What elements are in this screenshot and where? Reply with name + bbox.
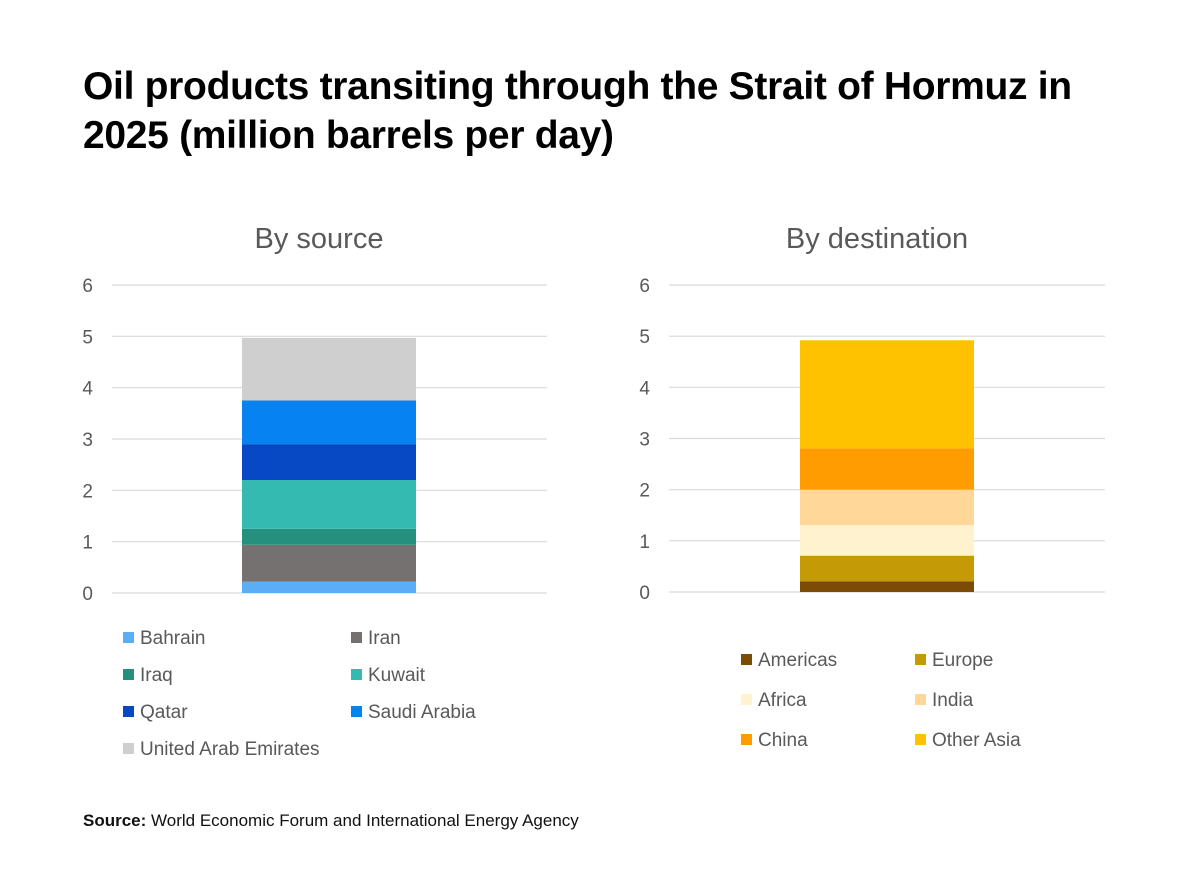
y-tick-label: 6 bbox=[639, 276, 650, 297]
legend-label-qatar: Qatar bbox=[140, 702, 188, 723]
legend-swatch-americas bbox=[741, 654, 752, 665]
legend-swatch-other-asia bbox=[915, 734, 926, 745]
legend-label-africa: Africa bbox=[758, 690, 807, 711]
bar-segment-africa bbox=[800, 524, 974, 556]
y-tick-label: 5 bbox=[82, 327, 93, 348]
bar-segment-india bbox=[800, 489, 974, 525]
bar-segment-china bbox=[800, 448, 974, 490]
y-tick-label: 4 bbox=[639, 378, 650, 399]
bar-segment-iraq bbox=[242, 528, 416, 545]
bar-segment-united-arab-emirates bbox=[242, 337, 416, 401]
legend-label-china: China bbox=[758, 730, 808, 751]
chart-title: By source bbox=[255, 223, 384, 255]
legend-label-europe: Europe bbox=[932, 650, 993, 671]
y-tick-label: 0 bbox=[639, 583, 650, 604]
bar-segment-americas bbox=[800, 581, 974, 592]
legend-swatch-africa bbox=[741, 694, 752, 705]
legend-label-other-asia: Other Asia bbox=[932, 730, 1021, 751]
legend-label-americas: Americas bbox=[758, 650, 837, 671]
legend-label-united-arab-emirates: United Arab Emirates bbox=[140, 739, 320, 760]
legend-label-kuwait: Kuwait bbox=[368, 665, 426, 686]
legend-swatch-kuwait bbox=[351, 669, 362, 680]
legend-swatch-united-arab-emirates bbox=[123, 743, 134, 754]
y-tick-label: 5 bbox=[639, 327, 650, 348]
y-tick-label: 6 bbox=[82, 276, 93, 297]
source-text: World Economic Forum and International E… bbox=[151, 811, 579, 830]
legend-swatch-iraq bbox=[123, 669, 134, 680]
y-tick-label: 3 bbox=[639, 430, 650, 451]
bar-segment-saudi-arabia bbox=[242, 400, 416, 445]
y-tick-label: 2 bbox=[82, 481, 93, 502]
y-tick-label: 4 bbox=[82, 379, 93, 400]
y-tick-label: 2 bbox=[639, 481, 650, 502]
legend-label-iran: Iran bbox=[368, 628, 401, 649]
legend-swatch-india bbox=[915, 694, 926, 705]
bar-segment-other-asia bbox=[800, 340, 974, 449]
bar-segment-kuwait bbox=[242, 480, 416, 529]
legend-label-saudi-arabia: Saudi Arabia bbox=[368, 702, 476, 723]
bar-segment-bahrain bbox=[242, 581, 416, 593]
source-label: Source: bbox=[83, 811, 147, 830]
legend-swatch-iran bbox=[351, 632, 362, 643]
legend-label-india: India bbox=[932, 690, 974, 711]
legend-swatch-bahrain bbox=[123, 632, 134, 643]
legend-label-bahrain: Bahrain bbox=[140, 628, 206, 649]
bar-segment-qatar bbox=[242, 444, 416, 481]
page-title: Oil products transiting through the Stra… bbox=[83, 65, 1072, 157]
legend-swatch-europe bbox=[915, 654, 926, 665]
source-note: Source: World Economic Forum and Interna… bbox=[83, 811, 579, 831]
chart-title: By destination bbox=[786, 223, 968, 255]
y-tick-label: 0 bbox=[82, 584, 93, 605]
legend-swatch-china bbox=[741, 734, 752, 745]
bar-segment-iran bbox=[242, 544, 416, 582]
y-tick-label: 1 bbox=[639, 532, 650, 553]
y-tick-label: 1 bbox=[82, 533, 93, 554]
bar-segment-europe bbox=[800, 555, 974, 582]
legend-swatch-saudi-arabia bbox=[351, 706, 362, 717]
y-tick-label: 3 bbox=[82, 430, 93, 451]
legend-label-iraq: Iraq bbox=[140, 665, 173, 686]
legend-swatch-qatar bbox=[123, 706, 134, 717]
